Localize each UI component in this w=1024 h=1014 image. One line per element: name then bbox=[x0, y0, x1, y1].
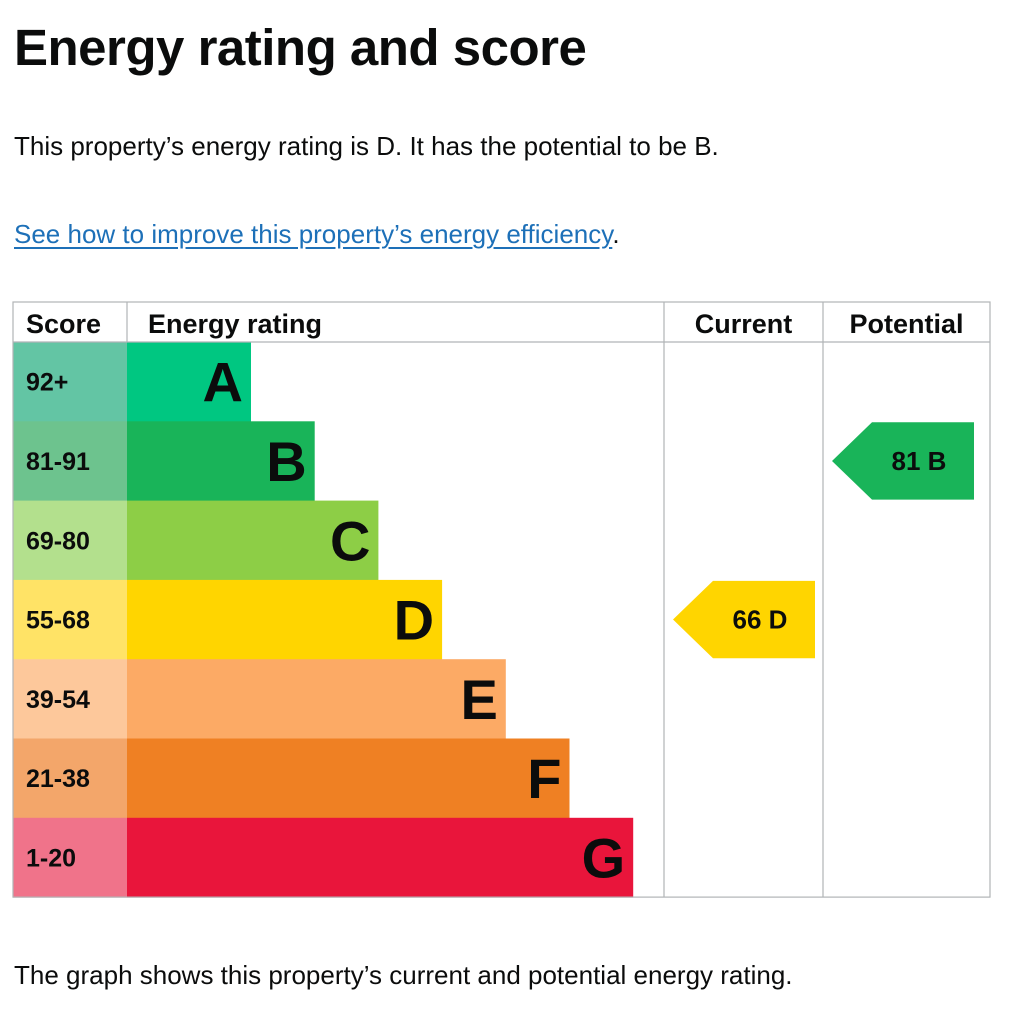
score-range-A: 92+ bbox=[26, 369, 68, 397]
improve-suffix: . bbox=[612, 219, 620, 249]
rating-bar-G bbox=[127, 817, 634, 898]
header-score: Score bbox=[26, 309, 101, 339]
score-range-G: 1-20 bbox=[26, 844, 76, 872]
score-range-B: 81-91 bbox=[26, 448, 90, 476]
rating-letter-A: A bbox=[203, 351, 243, 414]
rating-summary: This property’s energy rating is D. It h… bbox=[14, 131, 719, 161]
current-rating-arrow bbox=[673, 580, 815, 659]
score-range-E: 39-54 bbox=[26, 686, 90, 714]
improve-paragraph: See how to improve this property’s energ… bbox=[14, 219, 620, 250]
score-cell-C bbox=[13, 500, 127, 581]
score-range-F: 21-38 bbox=[26, 765, 90, 793]
rating-letter-E: E bbox=[460, 668, 497, 731]
header-current: Current bbox=[695, 309, 793, 339]
rating-letter-B: B bbox=[266, 430, 306, 493]
rating-letter-C: C bbox=[330, 509, 370, 572]
rating-bar-C bbox=[127, 500, 379, 581]
improve-efficiency-link[interactable]: See how to improve this property’s energ… bbox=[14, 219, 613, 249]
score-cell-G bbox=[13, 817, 127, 898]
score-cell-B bbox=[13, 421, 127, 502]
potential-rating-label: 81 B bbox=[892, 446, 947, 476]
current-rating-label: 66 D bbox=[733, 605, 788, 635]
potential-rating-arrow bbox=[832, 422, 974, 500]
score-range-C: 69-80 bbox=[26, 527, 90, 555]
rating-bar-B bbox=[127, 421, 315, 502]
score-cell-D bbox=[13, 579, 127, 660]
rating-letter-F: F bbox=[527, 747, 561, 810]
rating-letter-D: D bbox=[394, 589, 434, 652]
rating-bar-A bbox=[127, 342, 251, 422]
page-title: Energy rating and score bbox=[14, 19, 587, 76]
score-range-D: 55-68 bbox=[26, 607, 90, 635]
rating-bar-D bbox=[127, 579, 443, 660]
score-cell-A bbox=[13, 342, 127, 422]
rating-letter-G: G bbox=[582, 826, 626, 889]
chart-border bbox=[12, 301, 991, 898]
header-energy-rating: Energy rating bbox=[148, 309, 322, 339]
score-cell-E bbox=[13, 659, 127, 739]
rating-bar-F bbox=[127, 738, 570, 819]
rating-bar-E bbox=[127, 659, 506, 739]
header-potential: Potential bbox=[849, 309, 963, 339]
chart-footnote: The graph shows this property’s current … bbox=[14, 960, 793, 990]
score-cell-F bbox=[13, 738, 127, 819]
